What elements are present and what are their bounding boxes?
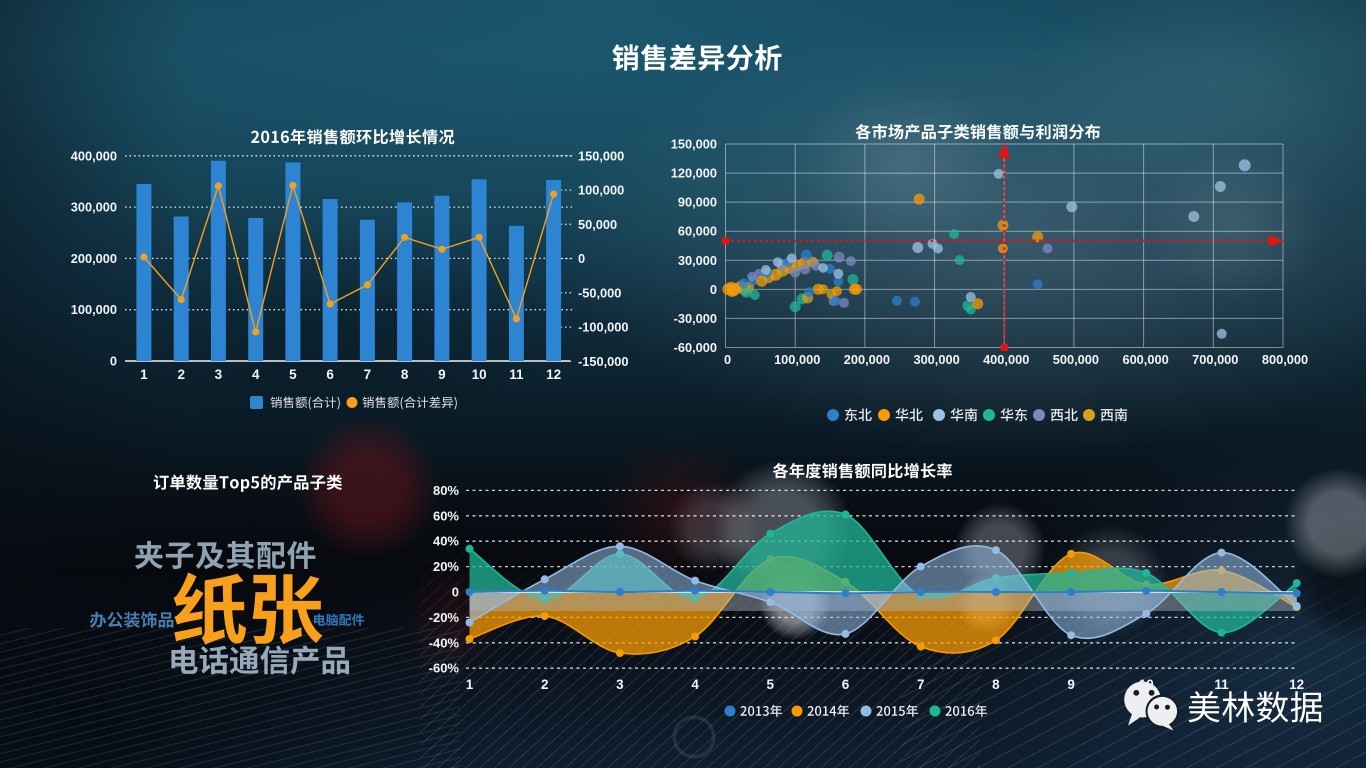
svg-text:3: 3	[616, 677, 624, 692]
svg-text:6: 6	[326, 367, 334, 382]
svg-text:600,000: 600,000	[1122, 352, 1168, 367]
svg-text:-100,000: -100,000	[578, 320, 629, 335]
svg-text:8: 8	[992, 677, 1000, 692]
svg-text:40%: 40%	[433, 534, 459, 549]
svg-text:1: 1	[140, 367, 148, 382]
svg-text:200,000: 200,000	[844, 352, 890, 367]
svg-text:9: 9	[1067, 677, 1075, 692]
svg-text:6: 6	[842, 677, 850, 692]
svg-text:2: 2	[177, 367, 185, 382]
svg-text:0: 0	[110, 354, 117, 369]
svg-text:3: 3	[215, 367, 223, 382]
svg-text:200,000: 200,000	[71, 251, 117, 266]
svg-text:2: 2	[541, 677, 549, 692]
svg-text:4: 4	[252, 367, 260, 382]
svg-text:11: 11	[509, 367, 524, 382]
svg-text:60,000: 60,000	[678, 224, 717, 239]
svg-text:0: 0	[724, 352, 731, 367]
svg-text:60%: 60%	[433, 508, 459, 523]
svg-text:10: 10	[472, 367, 487, 382]
svg-text:0: 0	[452, 585, 459, 600]
svg-text:-40%: -40%	[429, 635, 460, 650]
svg-text:500,000: 500,000	[1053, 352, 1099, 367]
svg-text:5: 5	[289, 367, 297, 382]
svg-text:90,000: 90,000	[678, 195, 717, 210]
svg-text:7: 7	[364, 367, 372, 382]
svg-text:7: 7	[917, 677, 925, 692]
svg-text:9: 9	[438, 367, 446, 382]
svg-text:4: 4	[691, 677, 699, 692]
svg-text:-60,000: -60,000	[674, 340, 717, 355]
svg-text:1: 1	[466, 677, 474, 692]
svg-text:30,000: 30,000	[678, 253, 717, 268]
svg-text:400,000: 400,000	[71, 148, 117, 163]
svg-text:800,000: 800,000	[1262, 352, 1308, 367]
svg-text:0: 0	[710, 282, 717, 297]
svg-text:-20%: -20%	[429, 610, 460, 625]
svg-text:8: 8	[401, 367, 409, 382]
svg-text:12: 12	[546, 367, 561, 382]
svg-text:100,000: 100,000	[71, 302, 117, 317]
svg-text:-50,000: -50,000	[578, 285, 621, 300]
svg-text:100,000: 100,000	[774, 352, 820, 367]
svg-text:0: 0	[578, 251, 585, 266]
svg-text:50,000: 50,000	[578, 217, 617, 232]
svg-text:120,000: 120,000	[671, 166, 717, 181]
svg-text:400,000: 400,000	[983, 352, 1029, 367]
svg-text:5: 5	[767, 677, 775, 692]
svg-text:150,000: 150,000	[671, 137, 717, 152]
svg-text:20%: 20%	[433, 559, 459, 574]
svg-text:-30,000: -30,000	[674, 311, 717, 326]
svg-text:11: 11	[1214, 677, 1229, 692]
svg-text:12: 12	[1289, 677, 1304, 692]
svg-text:80%: 80%	[433, 483, 459, 498]
svg-text:700,000: 700,000	[1192, 352, 1238, 367]
svg-text:150,000: 150,000	[578, 148, 624, 163]
svg-text:300,000: 300,000	[913, 352, 959, 367]
svg-text:100,000: 100,000	[578, 183, 624, 198]
svg-text:300,000: 300,000	[71, 200, 117, 215]
svg-text:-60%: -60%	[429, 661, 460, 676]
svg-text:-150,000: -150,000	[578, 354, 629, 369]
